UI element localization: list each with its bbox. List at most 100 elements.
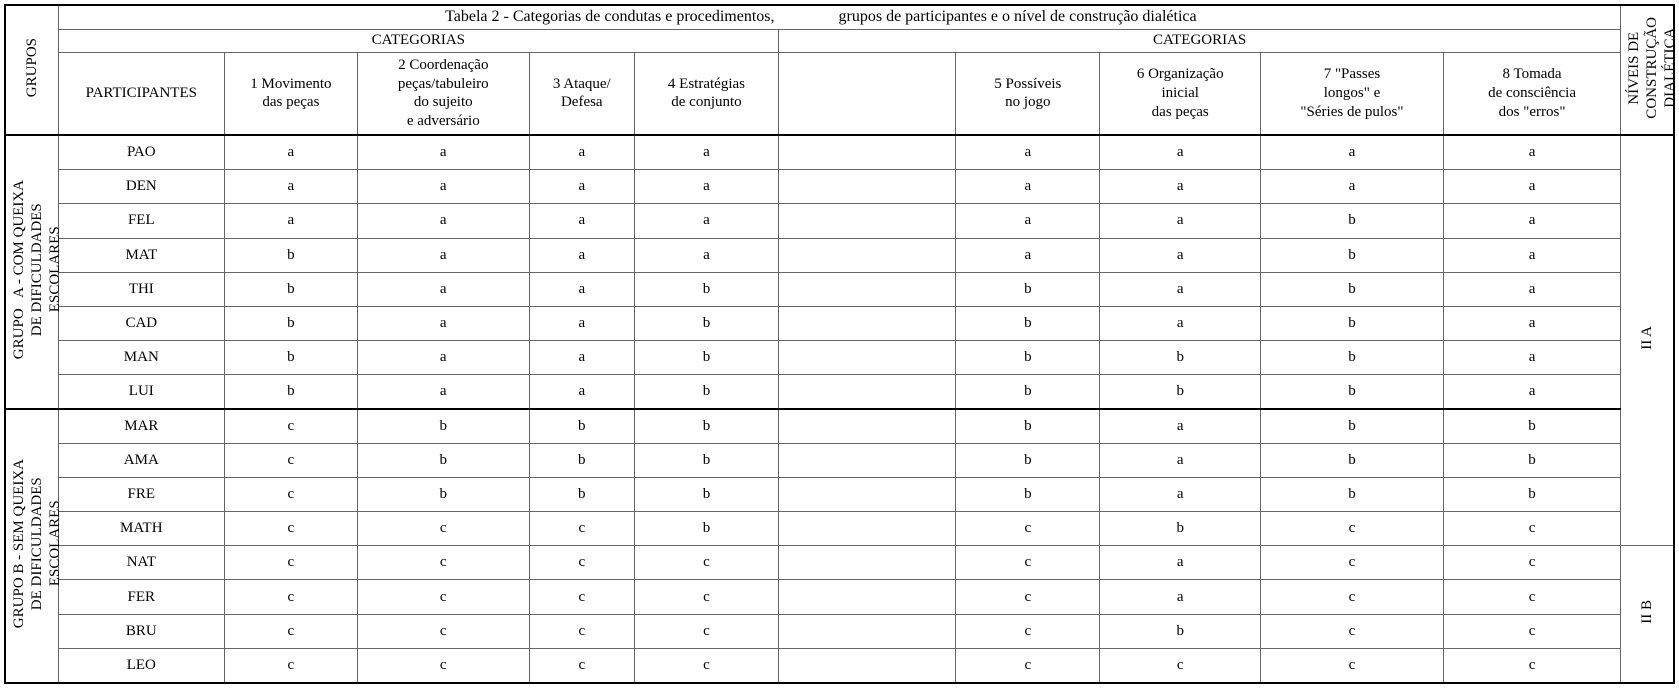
data-cell: c: [224, 478, 357, 512]
table-title-right: grupos de participantes e o nível de con…: [779, 5, 1621, 29]
data-cell: a: [357, 272, 529, 306]
data-cell: b: [357, 444, 529, 478]
table-title-left: Tabela 2 - Categorias de condutas e proc…: [58, 5, 778, 29]
data-cell: a: [634, 135, 778, 170]
data-cell: b: [529, 409, 634, 444]
data-cell: a: [1443, 135, 1620, 170]
table-row: DENaaaaaaaa: [5, 170, 1674, 204]
data-cell: c: [357, 512, 529, 546]
participant-cell: AMA: [58, 444, 224, 478]
col-6: 6 Organização inicial das peças: [1100, 52, 1261, 135]
data-cell: c: [529, 512, 634, 546]
participant-cell: FRE: [58, 478, 224, 512]
data-cell: a: [529, 135, 634, 170]
data-cell: b: [1261, 238, 1444, 272]
data-cell: b: [224, 340, 357, 374]
data-cell: c: [956, 614, 1100, 648]
data-cell: c: [1443, 512, 1620, 546]
data-cell: c: [224, 512, 357, 546]
gap-cell: [779, 272, 956, 306]
data-cell: b: [1100, 614, 1261, 648]
participant-cell: PAO: [58, 135, 224, 170]
table-row: FERcccccacc: [5, 580, 1674, 614]
gap-cell: [779, 306, 956, 340]
data-cell: c: [529, 614, 634, 648]
data-cell: a: [224, 204, 357, 238]
table-row: MANbaabbbba: [5, 340, 1674, 374]
data-cell: b: [956, 306, 1100, 340]
data-cell: a: [1443, 170, 1620, 204]
data-cell: c: [529, 580, 634, 614]
col-2: 2 Coordenação peças/tabuleiro do sujeito…: [357, 52, 529, 135]
table-row: GRUPO B - SEM QUEIXA DE DIFICULDADES ESC…: [5, 409, 1674, 444]
data-cell: b: [634, 512, 778, 546]
col-3: 3 Ataque/ Defesa: [529, 52, 634, 135]
data-cell: c: [224, 580, 357, 614]
data-cell: c: [956, 580, 1100, 614]
tabela-2: GRUPOS Tabela 2 - Categorias de condutas…: [4, 4, 1675, 684]
data-cell: a: [1100, 546, 1261, 580]
data-cell: a: [224, 135, 357, 170]
nivel-II-B: II B: [1621, 546, 1674, 683]
participant-cell: DEN: [58, 170, 224, 204]
data-cell: b: [634, 374, 778, 409]
data-cell: a: [357, 306, 529, 340]
gap-cell: [779, 614, 956, 648]
data-cell: c: [224, 409, 357, 444]
data-cell: a: [1100, 580, 1261, 614]
data-cell: a: [1100, 170, 1261, 204]
data-cell: c: [357, 614, 529, 648]
data-cell: b: [634, 306, 778, 340]
data-cell: b: [224, 306, 357, 340]
table-row: AMAcbbbbabb: [5, 444, 1674, 478]
table-row: MATbaaaaaba: [5, 238, 1674, 272]
data-cell: c: [224, 546, 357, 580]
data-cell: c: [224, 648, 357, 683]
data-cell: c: [529, 546, 634, 580]
group-b-label: GRUPO B - SEM QUEIXA DE DIFICULDADES ESC…: [5, 409, 58, 683]
participant-cell: MATH: [58, 512, 224, 546]
data-cell: b: [634, 409, 778, 444]
gap-cell: [779, 512, 956, 546]
data-cell: c: [1100, 648, 1261, 683]
data-cell: a: [1100, 444, 1261, 478]
categorias-right: CATEGORIAS: [779, 29, 1621, 52]
data-cell: a: [956, 170, 1100, 204]
data-cell: a: [1100, 306, 1261, 340]
col-5: 5 Possíveis no jogo: [956, 52, 1100, 135]
data-cell: c: [634, 546, 778, 580]
data-cell: a: [1100, 135, 1261, 170]
data-cell: c: [634, 614, 778, 648]
data-cell: a: [1100, 204, 1261, 238]
data-cell: c: [1443, 614, 1620, 648]
col-gap: [779, 52, 956, 135]
data-cell: a: [1100, 409, 1261, 444]
data-cell: c: [1261, 648, 1444, 683]
data-cell: b: [1261, 444, 1444, 478]
gap-cell: [779, 546, 956, 580]
gap-cell: [779, 409, 956, 444]
data-cell: b: [357, 409, 529, 444]
data-cell: c: [1443, 546, 1620, 580]
col-7: 7 "Passes longos" e "Séries de pulos": [1261, 52, 1444, 135]
data-cell: c: [224, 444, 357, 478]
data-cell: c: [1443, 648, 1620, 683]
col-8: 8 Tomada de consciência dos "erros": [1443, 52, 1620, 135]
data-cell: a: [956, 135, 1100, 170]
data-cell: b: [1100, 340, 1261, 374]
data-cell: b: [1261, 340, 1444, 374]
data-cell: b: [956, 478, 1100, 512]
participant-cell: MAN: [58, 340, 224, 374]
data-cell: a: [1443, 306, 1620, 340]
data-cell: b: [1261, 204, 1444, 238]
table-row: GRUPO A - COM QUEIXA DE DIFICULDADES ESC…: [5, 135, 1674, 170]
table-row: NATcccccaccII B: [5, 546, 1674, 580]
data-cell: c: [357, 648, 529, 683]
data-cell: b: [224, 272, 357, 306]
data-cell: b: [634, 272, 778, 306]
data-cell: a: [357, 374, 529, 409]
data-cell: b: [956, 444, 1100, 478]
data-cell: c: [956, 512, 1100, 546]
data-cell: b: [357, 478, 529, 512]
data-cell: b: [1261, 306, 1444, 340]
